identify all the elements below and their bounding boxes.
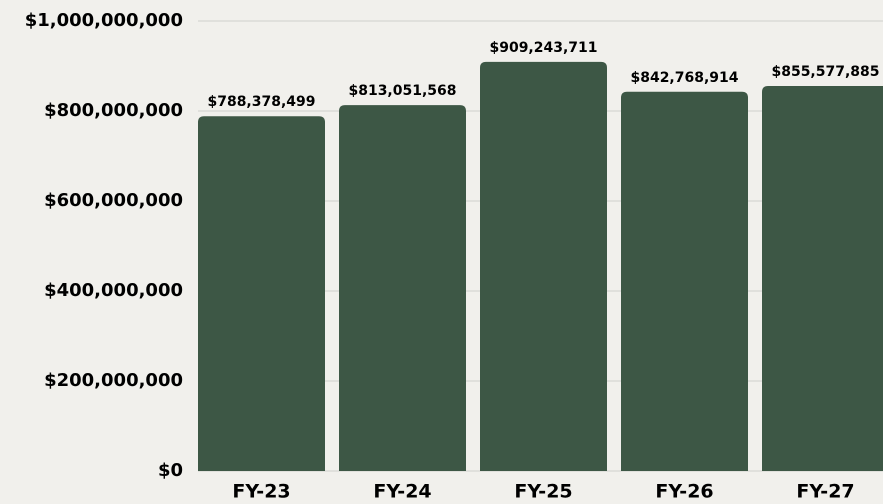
y-tick-label: $400,000,000 — [44, 280, 183, 301]
bar — [762, 85, 883, 471]
y-tick-label: $800,000,000 — [44, 100, 183, 121]
y-tick-label: $200,000,000 — [44, 370, 183, 391]
bar-value-label: $788,378,499 — [207, 94, 315, 110]
bar — [339, 105, 466, 471]
x-tick-label: FY-24 — [373, 481, 431, 503]
x-tick-label: FY-23 — [232, 481, 290, 503]
bar-value-label: $813,051,568 — [348, 83, 456, 99]
bar-value-label: $842,768,914 — [630, 70, 738, 86]
bar-value-label: $909,243,711 — [489, 40, 597, 56]
bar — [198, 116, 325, 471]
bar — [480, 61, 607, 471]
y-tick-label: $0 — [158, 460, 183, 481]
y-tick-label: $600,000,000 — [44, 190, 183, 211]
x-tick-label: FY-27 — [796, 481, 854, 503]
x-tick-label: FY-25 — [514, 481, 572, 503]
bar-value-label: $855,577,885 — [771, 64, 879, 80]
bar — [621, 91, 748, 471]
x-tick-label: FY-26 — [655, 481, 713, 503]
y-tick-label: $1,000,000,000 — [25, 10, 183, 31]
